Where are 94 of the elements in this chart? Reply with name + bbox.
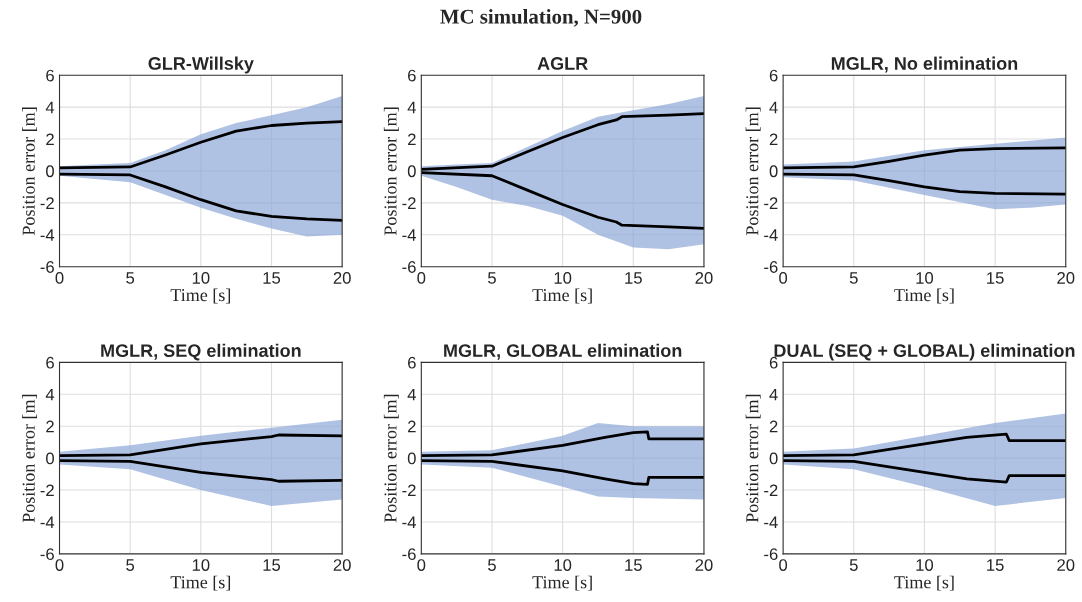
y-tick-label: -6 bbox=[764, 548, 778, 561]
y-tick-label: -6 bbox=[40, 261, 54, 273]
x-tick-label: 0 bbox=[417, 271, 426, 284]
x-tick-label: 10 bbox=[916, 271, 934, 284]
x-tick-label: 0 bbox=[55, 559, 64, 571]
chart-title: MGLR, SEQ elimination bbox=[101, 343, 301, 361]
y-tick-label: 4 bbox=[45, 101, 55, 114]
y-axis-title: Position error [m] bbox=[22, 107, 38, 236]
y-tick-label: 4 bbox=[45, 388, 55, 401]
x-axis-title: Time [s] bbox=[532, 575, 592, 591]
line-series bbox=[59, 172, 343, 222]
y-tick-label: 2 bbox=[46, 133, 54, 146]
y-tick-label: -2 bbox=[402, 197, 416, 209]
x-tick-label: 15 bbox=[263, 272, 281, 284]
x-tick-label: 0 bbox=[779, 559, 788, 571]
x-tick-label: 15 bbox=[987, 559, 1004, 571]
x-tick-label: 15 bbox=[625, 272, 642, 284]
x-tick-label: 5 bbox=[126, 559, 135, 571]
y-tick-label: -4 bbox=[40, 516, 55, 528]
y-tick-label: 2 bbox=[408, 420, 416, 433]
y-tick-label: 0 bbox=[407, 452, 416, 465]
x-tick-label: 10 bbox=[916, 559, 934, 571]
x-tick-label: 5 bbox=[488, 559, 496, 571]
y-tick-label: -2 bbox=[764, 197, 778, 209]
y-tick-label: -2 bbox=[40, 197, 54, 209]
y-tick-label: -4 bbox=[764, 516, 778, 528]
x-axis-title: Time [s] bbox=[894, 288, 954, 304]
y-tick-label: -6 bbox=[40, 548, 54, 561]
x-tick-label: 0 bbox=[779, 271, 788, 284]
y-tick-label: -6 bbox=[402, 548, 416, 561]
chart-title: GLR-Willsky bbox=[148, 56, 254, 74]
y-axis-title: Position error [m] bbox=[383, 107, 399, 236]
y-axis-title: Position error [m] bbox=[22, 394, 38, 523]
text: MC simulation, N=900 bbox=[440, 9, 642, 27]
x-tick-label: 20 bbox=[333, 559, 351, 571]
x-tick-label: 15 bbox=[987, 272, 1004, 284]
y-tick-label: 0 bbox=[46, 165, 54, 178]
x-tick-label: 20 bbox=[333, 271, 351, 284]
y-tick-label: -6 bbox=[402, 261, 416, 273]
y-tick-label: 2 bbox=[769, 420, 778, 433]
x-tick-label: 20 bbox=[695, 271, 713, 284]
y-tick-label: 4 bbox=[407, 388, 416, 401]
x-tick-label: 5 bbox=[849, 559, 858, 571]
y-axis-title: Position error [m] bbox=[745, 107, 761, 236]
x-tick-label: 10 bbox=[554, 559, 572, 571]
y-tick-label: -2 bbox=[40, 484, 54, 497]
x-tick-label: 10 bbox=[192, 271, 210, 284]
line-series bbox=[783, 146, 1066, 170]
y-tick-label: 6 bbox=[46, 69, 54, 82]
x-tick-label: 5 bbox=[126, 272, 135, 284]
y-tick-label: 0 bbox=[46, 452, 54, 465]
chart-title: AGLR bbox=[537, 57, 588, 70]
y-tick-label: -6 bbox=[764, 261, 778, 273]
x-tick-label: 10 bbox=[554, 271, 572, 284]
y-tick-label: -2 bbox=[402, 484, 416, 497]
y-axis-title: Position error [m] bbox=[383, 394, 399, 523]
y-tick-label: 2 bbox=[769, 133, 778, 146]
chart-title: MGLR, No elimination bbox=[831, 56, 1018, 73]
y-tick-label: 0 bbox=[407, 165, 416, 178]
x-tick-label: 5 bbox=[849, 272, 858, 284]
y-tick-label: 6 bbox=[46, 356, 54, 369]
x-tick-label: 15 bbox=[263, 559, 281, 571]
line-series bbox=[783, 172, 1066, 196]
y-tick-label: 6 bbox=[408, 69, 416, 82]
y-tick-label: 0 bbox=[769, 165, 778, 178]
x-axis-title: Time [s] bbox=[170, 288, 231, 304]
x-tick-label: 20 bbox=[1057, 559, 1075, 571]
y-tick-label: -4 bbox=[764, 229, 778, 241]
x-axis-title: Time [s] bbox=[532, 288, 592, 304]
x-tick-label: 5 bbox=[488, 272, 496, 284]
y-tick-label: 4 bbox=[769, 101, 778, 114]
x-axis-title: Time [s] bbox=[894, 575, 954, 591]
y-axis-title: Position error [m] bbox=[745, 394, 761, 523]
y-tick-label: -4 bbox=[402, 229, 416, 241]
x-tick-label: 15 bbox=[625, 559, 642, 571]
y-tick-label: -2 bbox=[764, 484, 778, 497]
x-tick-label: 20 bbox=[1057, 271, 1075, 284]
y-tick-label: 0 bbox=[769, 452, 778, 465]
y-tick-label: 2 bbox=[408, 133, 416, 146]
y-tick-label: -4 bbox=[40, 229, 55, 241]
line-series bbox=[59, 120, 343, 170]
x-tick-label: 0 bbox=[55, 271, 64, 284]
y-tick-label: 6 bbox=[769, 356, 778, 369]
y-tick-label: 6 bbox=[769, 69, 778, 82]
chart-title: MGLR, GLOBAL elimination bbox=[444, 343, 682, 360]
y-tick-label: 6 bbox=[408, 356, 416, 369]
y-tick-label: 4 bbox=[769, 388, 778, 401]
y-tick-label: 4 bbox=[407, 101, 416, 114]
x-tick-label: 10 bbox=[192, 559, 210, 571]
x-axis-title: Time [s] bbox=[170, 575, 231, 591]
y-tick-label: 2 bbox=[46, 420, 54, 433]
y-tick-label: -4 bbox=[402, 516, 416, 528]
x-tick-label: 0 bbox=[417, 559, 426, 571]
x-tick-label: 20 bbox=[695, 559, 713, 571]
